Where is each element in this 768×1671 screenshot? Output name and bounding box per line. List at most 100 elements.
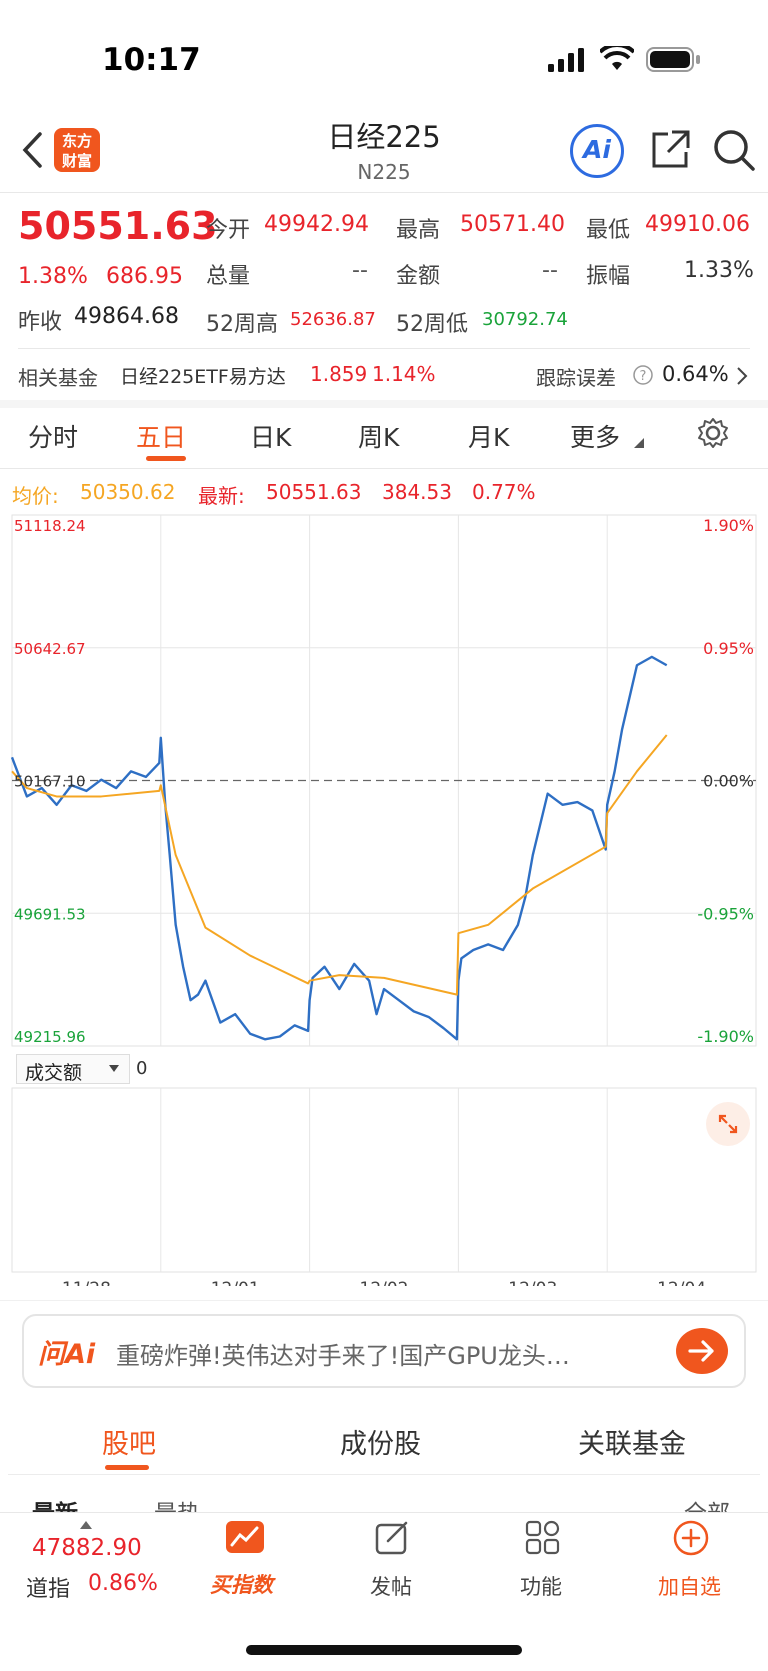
x-tick-label: 12/04 xyxy=(657,1279,706,1286)
avg-label: 均价: xyxy=(12,484,59,508)
section-tab-related-funds[interactable]: 关联基金 xyxy=(578,1429,686,1460)
y-tick-right: -0.95% xyxy=(697,904,754,923)
price-chart[interactable]: 51118.24 1.90% 50642.67 0.95% 50167.10 0.00% 4… xyxy=(0,510,768,1055)
high-value: 50571.40 xyxy=(460,212,565,237)
search-icon[interactable] xyxy=(712,128,756,172)
low-label: 最低 xyxy=(586,218,631,243)
section-tab-guba[interactable]: 股吧 xyxy=(102,1429,156,1460)
caret-up-icon xyxy=(80,1521,92,1529)
tab-five-day[interactable]: 五日 xyxy=(136,423,187,452)
divider xyxy=(8,1474,760,1475)
fund-pct: 1.14% xyxy=(372,362,436,386)
volume-value: -- xyxy=(352,258,368,283)
tab-weekly-k[interactable]: 周K xyxy=(358,423,400,452)
dow-index-name: 道指 xyxy=(26,1577,71,1602)
settings-icon[interactable] xyxy=(696,416,730,450)
fullscreen-button[interactable] xyxy=(706,1102,750,1146)
section-tab-constituents[interactable]: 成份股 xyxy=(340,1429,421,1460)
expand-icon xyxy=(718,1114,738,1134)
tab-daily-k[interactable]: 日K xyxy=(250,423,292,452)
amount-label: 金额 xyxy=(396,264,441,289)
y-tick-right: 0.00% xyxy=(703,772,754,791)
wk52-high-value: 52636.87 xyxy=(290,309,376,330)
signal-icon xyxy=(548,48,584,72)
y-tick-left: 49215.96 xyxy=(14,1028,86,1046)
prev-close-label: 昨收 xyxy=(18,310,63,335)
edit-icon xyxy=(375,1521,408,1555)
current-price: 50551.63 xyxy=(18,204,218,248)
share-icon[interactable] xyxy=(648,128,692,172)
dow-index-value[interactable]: 47882.90 xyxy=(32,1535,142,1561)
tracking-error-value: 0.64% xyxy=(662,362,729,386)
avg-value: 50350.62 xyxy=(80,480,176,504)
high-label: 最高 xyxy=(396,218,441,243)
x-tick-label: 12/03 xyxy=(508,1279,557,1286)
open-label: 今开 xyxy=(206,218,251,243)
y-tick-right: 1.90% xyxy=(703,516,754,535)
change-pct: 1.38% xyxy=(18,264,88,289)
help-icon[interactable]: ? xyxy=(632,364,654,386)
ai-suggestion-text: 重磅炸弹!英伟达对手来了!国产GPU龙头… xyxy=(116,1342,570,1370)
divider xyxy=(18,348,750,349)
related-fund-row[interactable]: 相关基金 日经225ETF易方达 1.859 1.14% 跟踪误差 ? 0.64… xyxy=(0,352,768,400)
ai-assistant-button[interactable]: Ai xyxy=(570,124,624,178)
bottom-nav: 47882.90 道指 0.86% 买指数 发帖 功能 加自选 xyxy=(0,1512,768,1671)
amplitude-value: 1.33% xyxy=(684,258,754,283)
y-tick-left: 50642.67 xyxy=(14,640,86,658)
divider xyxy=(0,192,768,193)
open-value: 49942.94 xyxy=(264,212,369,237)
svg-text:?: ? xyxy=(640,369,647,384)
divider xyxy=(0,400,768,408)
nav-post[interactable]: 发帖 xyxy=(358,1513,428,1633)
battery-icon xyxy=(646,47,700,72)
wk52-high-label: 52周高 xyxy=(206,312,278,337)
chevron-right-icon xyxy=(737,367,748,385)
divider xyxy=(0,468,768,469)
ai-brand: 问Ai xyxy=(38,1339,96,1370)
latest-change: 384.53 xyxy=(382,480,452,504)
page-subtitle: N225 xyxy=(357,160,411,184)
amplitude-label: 振幅 xyxy=(586,264,631,289)
caret-down-icon xyxy=(634,438,644,448)
y-tick-right: 0.95% xyxy=(703,639,754,658)
fund-label: 相关基金 xyxy=(18,366,98,390)
nav-add-watchlist[interactable]: 加自选 xyxy=(652,1513,732,1633)
tab-fenshi[interactable]: 分时 xyxy=(28,423,79,452)
nav-buy-index-label: 买指数 xyxy=(210,1573,273,1597)
tab-more[interactable]: 更多 xyxy=(570,423,621,452)
wk52-low-value: 30792.74 xyxy=(482,309,568,330)
ai-suggestion-bar[interactable]: 问Ai 重磅炸弹!英伟达对手来了!国产GPU龙头… xyxy=(22,1314,746,1388)
dropdown-caret-icon xyxy=(109,1065,119,1072)
change-value: 686.95 xyxy=(106,264,183,289)
divider xyxy=(0,1300,768,1301)
nav-add-watchlist-label: 加自选 xyxy=(658,1575,721,1599)
y-tick-left: 49691.53 xyxy=(14,905,86,923)
ai-go-button[interactable] xyxy=(676,1328,728,1374)
wk52-low-label: 52周低 xyxy=(396,312,468,337)
page-title: 日经225 xyxy=(327,120,441,154)
latest-value: 50551.63 xyxy=(266,480,362,504)
y-tick-left: 50167.10 xyxy=(14,773,86,791)
fund-name: 日经225ETF易方达 xyxy=(120,366,286,388)
nav-functions[interactable]: 功能 xyxy=(508,1513,578,1633)
active-tab-indicator xyxy=(146,456,186,461)
volume-metric-select[interactable]: 成交额 xyxy=(16,1054,130,1084)
x-tick-label: 12/01 xyxy=(211,1279,260,1286)
x-tick-label: 11/28 xyxy=(62,1279,111,1286)
home-indicator xyxy=(246,1645,522,1655)
low-value: 49910.06 xyxy=(645,212,750,237)
back-icon[interactable] xyxy=(20,130,44,170)
amount-value: -- xyxy=(542,258,558,283)
tracking-error-label: 跟踪误差 xyxy=(536,366,616,390)
fund-price: 1.859 xyxy=(310,362,368,386)
status-bar: 10:17 xyxy=(0,0,768,110)
trend-chart-icon xyxy=(226,1521,264,1553)
y-tick-right: -1.90% xyxy=(697,1027,754,1046)
volume-value: 0 xyxy=(136,1058,148,1079)
section-tab-indicator xyxy=(105,1465,149,1470)
y-tick-left: 51118.24 xyxy=(14,517,86,535)
nav-functions-label: 功能 xyxy=(520,1575,562,1599)
nav-buy-index[interactable]: 买指数 xyxy=(206,1513,284,1633)
tab-monthly-k[interactable]: 月K xyxy=(468,423,510,452)
latest-label: 最新: xyxy=(198,484,245,508)
